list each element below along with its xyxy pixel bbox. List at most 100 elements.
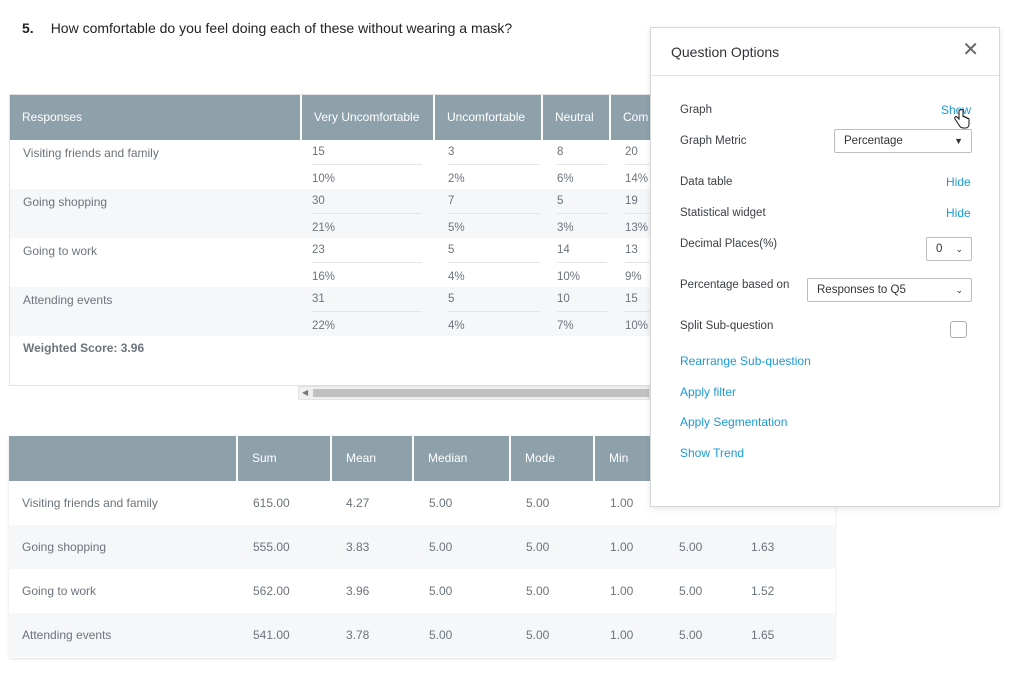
data-table-toggle[interactable]: Hide	[946, 175, 971, 189]
graph-metric-label: Graph Metric	[680, 135, 747, 147]
count-cell: 14	[557, 244, 570, 256]
header-neutral: Neutral	[543, 95, 609, 140]
max-cell: 5.00	[679, 584, 703, 598]
graph-show-toggle[interactable]: Show	[941, 103, 972, 117]
chevron-down-icon: ⌄	[955, 244, 963, 254]
row-label: Attending events	[22, 628, 112, 642]
split-subquestion-checkbox[interactable]	[950, 321, 967, 338]
question-number: 5.	[22, 20, 34, 36]
percentage-based-value: Responses to Q5	[817, 284, 906, 296]
mean-cell: 3.78	[346, 628, 370, 642]
graph-metric-select[interactable]: Percentage ▼	[834, 129, 972, 153]
question-options-panel: Question Options ✕ Graph Show Graph Metr…	[650, 27, 1000, 507]
min-cell: 1.00	[610, 496, 634, 510]
percent-cell: 7%	[557, 320, 574, 332]
median-cell: 5.00	[429, 628, 453, 642]
graph-metric-value: Percentage	[844, 135, 903, 147]
header-median: Median	[414, 436, 509, 481]
row-label: Attending events	[23, 293, 113, 307]
mode-cell: 5.00	[526, 628, 550, 642]
sum-cell: 541.00	[253, 628, 290, 642]
show-trend-link[interactable]: Show Trend	[680, 446, 745, 460]
table-row: Going to work 562.00 3.96 5.00 5.00 1.00…	[9, 569, 835, 613]
decimal-places-select[interactable]: 0 ⌄	[926, 237, 972, 261]
responses-table-header: Responses Very Uncomfortable Uncomfortab…	[10, 95, 668, 140]
table-row: Attending events 541.00 3.78 5.00 5.00 1…	[9, 613, 835, 657]
table-row: Attending events 31 5 10 15 22% 4% 7% 10…	[10, 287, 668, 336]
mean-cell: 3.83	[346, 540, 370, 554]
apply-segmentation-link[interactable]: Apply Segmentation	[680, 415, 788, 429]
row-label: Going to work	[22, 584, 97, 598]
cell-divider	[557, 311, 607, 312]
statistical-widget-label: Statistical widget	[680, 207, 766, 219]
header-sum: Sum	[238, 436, 330, 481]
cell-divider	[625, 213, 668, 214]
percentage-based-select[interactable]: Responses to Q5 ⌄	[807, 278, 972, 302]
count-cell: 10	[557, 293, 570, 305]
header-responses: Responses	[10, 95, 300, 140]
sum-cell: 615.00	[253, 496, 290, 510]
cell-divider	[625, 311, 668, 312]
percent-cell: 10%	[557, 271, 581, 283]
percent-cell: 13%	[625, 222, 649, 234]
caret-down-icon: ▼	[954, 136, 963, 146]
percent-cell: 22%	[312, 320, 336, 332]
table-row: Visiting friends and family 615.00 4.27 …	[9, 481, 835, 525]
cell-divider	[557, 164, 607, 165]
apply-filter-link[interactable]: Apply filter	[680, 385, 737, 399]
mode-cell: 5.00	[526, 496, 550, 510]
statistical-widget-toggle[interactable]: Hide	[946, 206, 971, 220]
max-cell: 5.00	[679, 540, 703, 554]
header-uncomfortable: Uncomfortable	[435, 95, 541, 140]
cell-divider	[312, 311, 422, 312]
cell-divider	[448, 262, 540, 263]
percent-cell: 10%	[625, 320, 649, 332]
median-cell: 5.00	[429, 540, 453, 554]
count-cell: 15	[625, 293, 638, 305]
count-cell: 8	[557, 146, 564, 158]
percent-cell: 3%	[557, 222, 574, 234]
count-cell: 5	[557, 195, 564, 207]
hand-cursor-icon	[954, 109, 970, 129]
row-label: Visiting friends and family	[23, 146, 159, 160]
close-icon[interactable]: ✕	[962, 39, 979, 61]
min-cell: 1.00	[610, 540, 634, 554]
sum-cell: 562.00	[253, 584, 290, 598]
count-cell: 5	[448, 244, 455, 256]
count-cell: 23	[312, 244, 325, 256]
mean-cell: 3.96	[346, 584, 370, 598]
row-label: Visiting friends and family	[22, 496, 158, 510]
data-table-label: Data table	[680, 176, 733, 188]
horizontal-scrollbar[interactable]: ◀	[298, 386, 650, 400]
mode-cell: 5.00	[526, 584, 550, 598]
scroll-left-icon[interactable]: ◀	[302, 388, 309, 397]
panel-title: Question Options	[671, 44, 780, 60]
header-mean: Mean	[332, 436, 412, 481]
cell-divider	[625, 164, 668, 165]
min-cell: 1.00	[610, 584, 634, 598]
graph-label: Graph	[680, 104, 712, 116]
percentage-based-label: Percentage based on	[680, 279, 790, 291]
percent-cell: 6%	[557, 173, 574, 185]
cell-divider	[448, 213, 540, 214]
std-dev-cell: 1.65	[751, 628, 775, 642]
percent-cell: 14%	[625, 173, 649, 185]
split-subquestion-label: Split Sub-question	[680, 320, 774, 332]
decimal-places-value: 0	[936, 243, 943, 255]
chevron-down-icon: ⌄	[955, 285, 963, 295]
row-label: Going to work	[23, 244, 98, 258]
table-row: Visiting friends and family 15 3 8 20 10…	[10, 140, 668, 189]
question-title: 5. How comfortable do you feel doing each…	[22, 20, 512, 36]
median-cell: 5.00	[429, 496, 453, 510]
cell-divider	[625, 262, 668, 263]
cell-divider	[448, 164, 540, 165]
count-cell: 5	[448, 293, 455, 305]
scrollbar-thumb[interactable]	[313, 389, 649, 397]
rearrange-subquestion-link[interactable]: Rearrange Sub-question	[680, 354, 811, 368]
mean-cell: 4.27	[346, 496, 370, 510]
cell-divider	[557, 262, 607, 263]
percent-cell: 9%	[625, 271, 642, 283]
percent-cell: 21%	[312, 222, 336, 234]
panel-header: Question Options ✕	[651, 28, 999, 76]
row-label: Going shopping	[23, 195, 108, 209]
